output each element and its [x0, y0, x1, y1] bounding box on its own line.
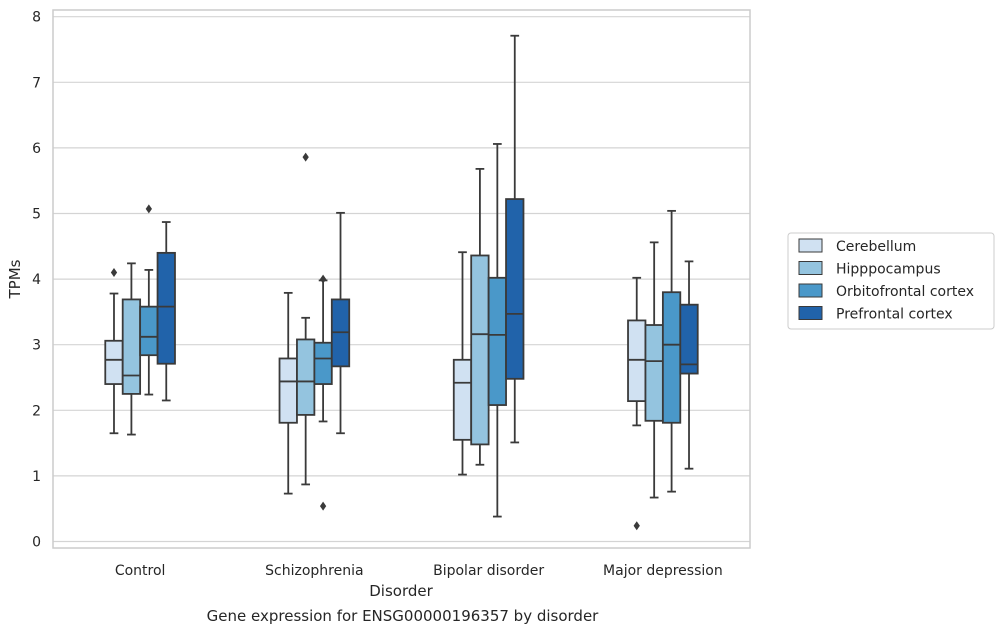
legend-frame: [787, 232, 995, 330]
legend-label: Hipppocampus: [836, 262, 941, 278]
box-group: [278, 291, 298, 495]
box-iqr: [139, 305, 159, 357]
box-group: [121, 262, 142, 436]
outlier-point: [110, 268, 118, 278]
legend: Cerebellum Hipppocampus Orbitofrontal cort…: [787, 232, 995, 330]
box-iqr: [505, 198, 525, 380]
y-tick-label: 5: [32, 207, 41, 223]
x-tick-labels: Control Schizophrenia Bipolar disorder Majo…: [115, 563, 723, 579]
chart-caption: Gene expression for ENSG00000196357 by d…: [206, 607, 599, 625]
legend-label: Prefrontal cortex: [836, 307, 953, 323]
legend-label: Cerebellum: [836, 239, 916, 255]
box-group: [627, 276, 647, 531]
y-tick-label: 4: [32, 272, 41, 288]
y-tick-labels: 0 1 2 3 4 5 6 7 8: [32, 10, 41, 551]
box-group: [679, 260, 699, 470]
box-iqr: [104, 339, 124, 385]
y-tick-label: 7: [32, 75, 41, 91]
x-tick-label: Bipolar disorder: [433, 563, 544, 579]
box-group: [139, 204, 159, 396]
y-tick-label: 2: [32, 403, 41, 419]
outlier-point: [633, 521, 640, 531]
box-group: [661, 209, 682, 493]
legend-swatch: [798, 238, 823, 253]
y-tick-label: 0: [32, 535, 41, 551]
box-iqr: [278, 357, 298, 424]
y-axis-label: TPMs: [6, 259, 24, 299]
box-group: [156, 221, 176, 402]
legend-swatch: [798, 283, 823, 298]
x-tick-label: Schizophrenia: [265, 563, 363, 579]
legend-swatch: [798, 306, 823, 320]
boxes: [104, 34, 699, 531]
box-iqr: [661, 291, 682, 424]
box-iqr: [313, 341, 333, 385]
outlier-point: [145, 204, 152, 214]
box-group: [644, 241, 664, 499]
box-group: [296, 152, 316, 486]
y-tick-label: 6: [32, 141, 41, 157]
box-iqr: [121, 298, 142, 395]
outlier-point: [302, 152, 309, 162]
legend-label: Orbitofrontal cortex: [836, 284, 974, 300]
box-group: [505, 34, 525, 444]
box-iqr: [487, 276, 507, 406]
y-tick-label: 8: [32, 10, 41, 26]
box-iqr: [156, 251, 176, 365]
y-tick-label: 1: [32, 469, 41, 485]
box-group: [104, 268, 124, 435]
box-group: [330, 211, 351, 435]
box-iqr: [452, 358, 473, 441]
box-iqr: [296, 338, 316, 416]
outlier-point: [319, 501, 327, 511]
box-group: [313, 274, 333, 511]
box-group: [452, 251, 473, 476]
box-iqr: [470, 254, 490, 446]
box-iqr: [627, 319, 647, 403]
legend-swatch: [798, 261, 823, 275]
y-tick-label: 3: [32, 338, 41, 354]
box-iqr: [679, 303, 699, 375]
x-tick-label: Control: [115, 563, 166, 579]
plot-frame: [52, 9, 751, 549]
box-iqr: [644, 324, 664, 422]
outlier-point: [319, 274, 327, 284]
x-tick-label: Major depression: [603, 563, 723, 579]
box-group: [487, 143, 507, 518]
x-axis-label: Disorder: [369, 582, 433, 600]
